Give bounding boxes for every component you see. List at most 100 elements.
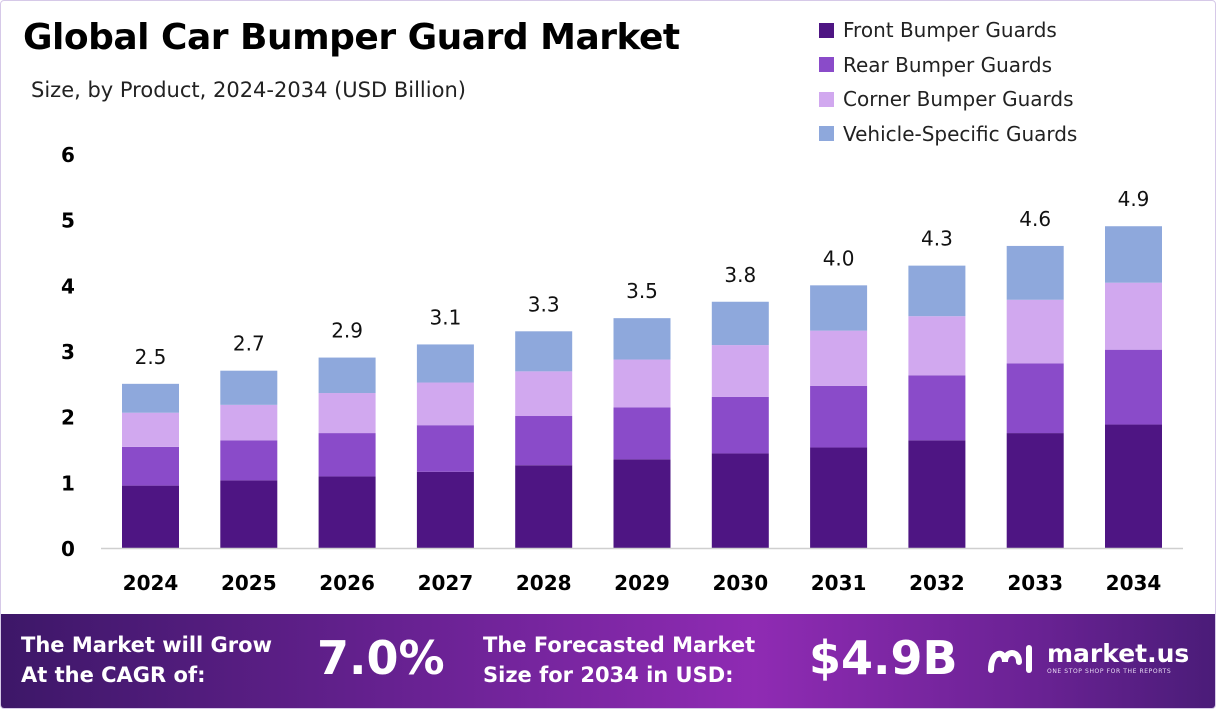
brand-name: market.us bbox=[1047, 639, 1190, 668]
bar-segment-2029-series-3 bbox=[613, 318, 671, 360]
bar-segment-2025-series-2 bbox=[220, 404, 278, 441]
chart-legend: Front Bumper Guards Rear Bumper Guards C… bbox=[819, 13, 1077, 151]
y-tick-label-0: 0 bbox=[61, 537, 75, 561]
legend-swatch-corner bbox=[819, 91, 834, 107]
bars-group: 2.5 2.7 2.9 3.1 3.3 3.5 3.8 4.0 4.3 4.6 4.9 bbox=[122, 187, 1162, 548]
bar-segment-2033-series-2 bbox=[1006, 299, 1064, 364]
forecast-value: $4.9B bbox=[809, 631, 958, 685]
bar-segment-2025-series-0 bbox=[220, 480, 278, 548]
chart-subtitle: Size, by Product, 2024-2034 (USD Billion… bbox=[31, 78, 466, 102]
brand-logo: market.us ONE STOP SHOP FOR THE REPORTS bbox=[987, 640, 1189, 676]
bar-segment-2032-series-0 bbox=[908, 440, 966, 548]
x-tick-label-2028: 2028 bbox=[516, 571, 572, 595]
chart-title: Global Car Bumper Guard Market bbox=[23, 17, 680, 58]
y-tick-label-5: 5 bbox=[61, 209, 75, 233]
forecast-label-line2: Size for 2034 in USD: bbox=[483, 663, 734, 687]
y-tick-label-2: 2 bbox=[61, 406, 75, 430]
bar-total-label-2025: 2.7 bbox=[233, 332, 265, 356]
legend-item-vehicle-specific: Vehicle-Specific Guards bbox=[819, 117, 1077, 152]
bar-total-label-2028: 3.3 bbox=[528, 292, 560, 316]
bar-segment-2034-series-0 bbox=[1105, 424, 1162, 548]
x-tick-label-2029: 2029 bbox=[614, 571, 670, 595]
legend-item-rear: Rear Bumper Guards bbox=[819, 48, 1077, 83]
legend-swatch-rear bbox=[819, 57, 834, 73]
bar-segment-2030-series-2 bbox=[711, 345, 769, 397]
bar-segment-2028-series-0 bbox=[515, 465, 573, 548]
legend-label-corner: Corner Bumper Guards bbox=[843, 87, 1074, 112]
legend-swatch-vehicle-specific bbox=[819, 126, 834, 142]
legend-label-vehicle-specific: Vehicle-Specific Guards bbox=[843, 121, 1078, 146]
bar-segment-2034-series-2 bbox=[1105, 282, 1162, 350]
bar-segment-2031-series-1 bbox=[810, 385, 868, 448]
bar-segment-2027-series-2 bbox=[416, 382, 474, 426]
x-tick-label-2033: 2033 bbox=[1007, 571, 1063, 595]
bar-segment-2028-series-2 bbox=[515, 371, 573, 417]
bar-segment-2027-series-0 bbox=[416, 471, 474, 548]
bar-total-label-2034: 4.9 bbox=[1118, 187, 1150, 211]
bar-total-label-2027: 3.1 bbox=[429, 305, 461, 329]
bar-segment-2031-series-2 bbox=[810, 330, 868, 386]
bar-segment-2030-series-1 bbox=[711, 396, 769, 454]
legend-item-corner: Corner Bumper Guards bbox=[819, 82, 1077, 117]
bar-segment-2024-series-0 bbox=[122, 485, 179, 548]
y-tick-label-4: 4 bbox=[61, 274, 75, 298]
x-tick-label-2031: 2031 bbox=[811, 571, 867, 595]
bar-segment-2024-series-3 bbox=[122, 383, 179, 413]
legend-swatch-front bbox=[819, 22, 834, 38]
x-tick-label-2026: 2026 bbox=[319, 571, 375, 595]
cagr-value: 7.0% bbox=[317, 631, 445, 685]
cagr-label-line2: At the CAGR of: bbox=[21, 663, 206, 687]
bar-segment-2032-series-3 bbox=[908, 265, 966, 317]
bar-segment-2033-series-0 bbox=[1006, 433, 1064, 548]
bar-segment-2029-series-2 bbox=[613, 359, 671, 408]
bar-segment-2028-series-3 bbox=[515, 331, 573, 372]
bar-segment-2032-series-1 bbox=[908, 375, 966, 441]
bar-segment-2032-series-2 bbox=[908, 316, 966, 376]
bar-total-label-2029: 3.5 bbox=[626, 279, 658, 303]
bar-segment-2034-series-3 bbox=[1105, 226, 1162, 283]
cagr-label-line1: The Market will Grow bbox=[21, 633, 272, 657]
bar-segment-2027-series-1 bbox=[416, 425, 474, 472]
bar-segment-2034-series-1 bbox=[1105, 349, 1162, 425]
stacked-bar-chart: 0 1 2 3 4 5 6 2.5 2.7 2.9 3.1 3.3 3.5 3.8 4.0 4.3 4.6 4.… bbox=[61, 143, 1183, 595]
y-axis: 0 1 2 3 4 5 6 bbox=[61, 143, 75, 561]
y-tick-label-1: 1 bbox=[61, 471, 75, 495]
bar-segment-2025-series-1 bbox=[220, 440, 278, 481]
legend-label-rear: Rear Bumper Guards bbox=[843, 52, 1053, 77]
bar-segment-2026-series-1 bbox=[318, 433, 376, 477]
x-tick-label-2025: 2025 bbox=[221, 571, 277, 595]
bar-segment-2031-series-3 bbox=[810, 285, 868, 331]
bar-segment-2029-series-1 bbox=[613, 407, 671, 460]
bar-segment-2033-series-3 bbox=[1006, 245, 1064, 300]
y-tick-label-3: 3 bbox=[61, 340, 75, 364]
bar-segment-2025-series-3 bbox=[220, 370, 278, 405]
bar-total-label-2032: 4.3 bbox=[921, 227, 953, 251]
bar-total-label-2033: 4.6 bbox=[1019, 207, 1051, 231]
bar-total-label-2026: 2.9 bbox=[331, 319, 363, 343]
bar-segment-2024-series-2 bbox=[122, 412, 179, 447]
market-us-logo-icon bbox=[988, 645, 1032, 673]
x-tick-label-2030: 2030 bbox=[712, 571, 768, 595]
bar-segment-2030-series-3 bbox=[711, 301, 769, 346]
brand-text: market.us ONE STOP SHOP FOR THE REPORTS bbox=[1047, 639, 1190, 676]
bar-segment-2030-series-0 bbox=[711, 453, 769, 548]
bar-segment-2026-series-2 bbox=[318, 393, 376, 434]
x-tick-label-2034: 2034 bbox=[1106, 571, 1162, 595]
legend-label-front: Front Bumper Guards bbox=[843, 18, 1057, 43]
x-axis: 2024 2025 2026 2027 2028 2029 2030 2031 2032 2033… bbox=[101, 547, 1183, 595]
bar-segment-2024-series-1 bbox=[122, 446, 179, 486]
bar-segment-2029-series-0 bbox=[613, 459, 671, 548]
x-tick-label-2027: 2027 bbox=[418, 571, 474, 595]
cagr-label: The Market will Grow At the CAGR of: bbox=[21, 630, 272, 690]
bar-segment-2027-series-3 bbox=[416, 344, 474, 383]
bar-total-label-2024: 2.5 bbox=[135, 345, 167, 369]
bar-segment-2026-series-0 bbox=[318, 476, 376, 548]
y-tick-label-6: 6 bbox=[61, 143, 75, 167]
brand-tagline: ONE STOP SHOP FOR THE REPORTS bbox=[1047, 668, 1172, 675]
bar-segment-2026-series-3 bbox=[318, 357, 376, 394]
bar-segment-2031-series-0 bbox=[810, 447, 868, 548]
bar-segment-2033-series-1 bbox=[1006, 363, 1064, 434]
forecast-label: The Forecasted Market Size for 2034 in U… bbox=[483, 630, 755, 690]
summary-banner: The Market will Grow At the CAGR of: 7.0… bbox=[1, 614, 1215, 708]
